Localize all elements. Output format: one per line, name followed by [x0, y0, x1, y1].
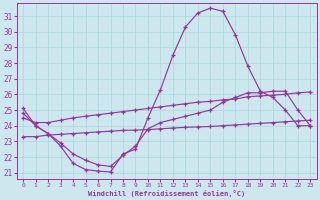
- X-axis label: Windchill (Refroidissement éolien,°C): Windchill (Refroidissement éolien,°C): [88, 190, 245, 197]
